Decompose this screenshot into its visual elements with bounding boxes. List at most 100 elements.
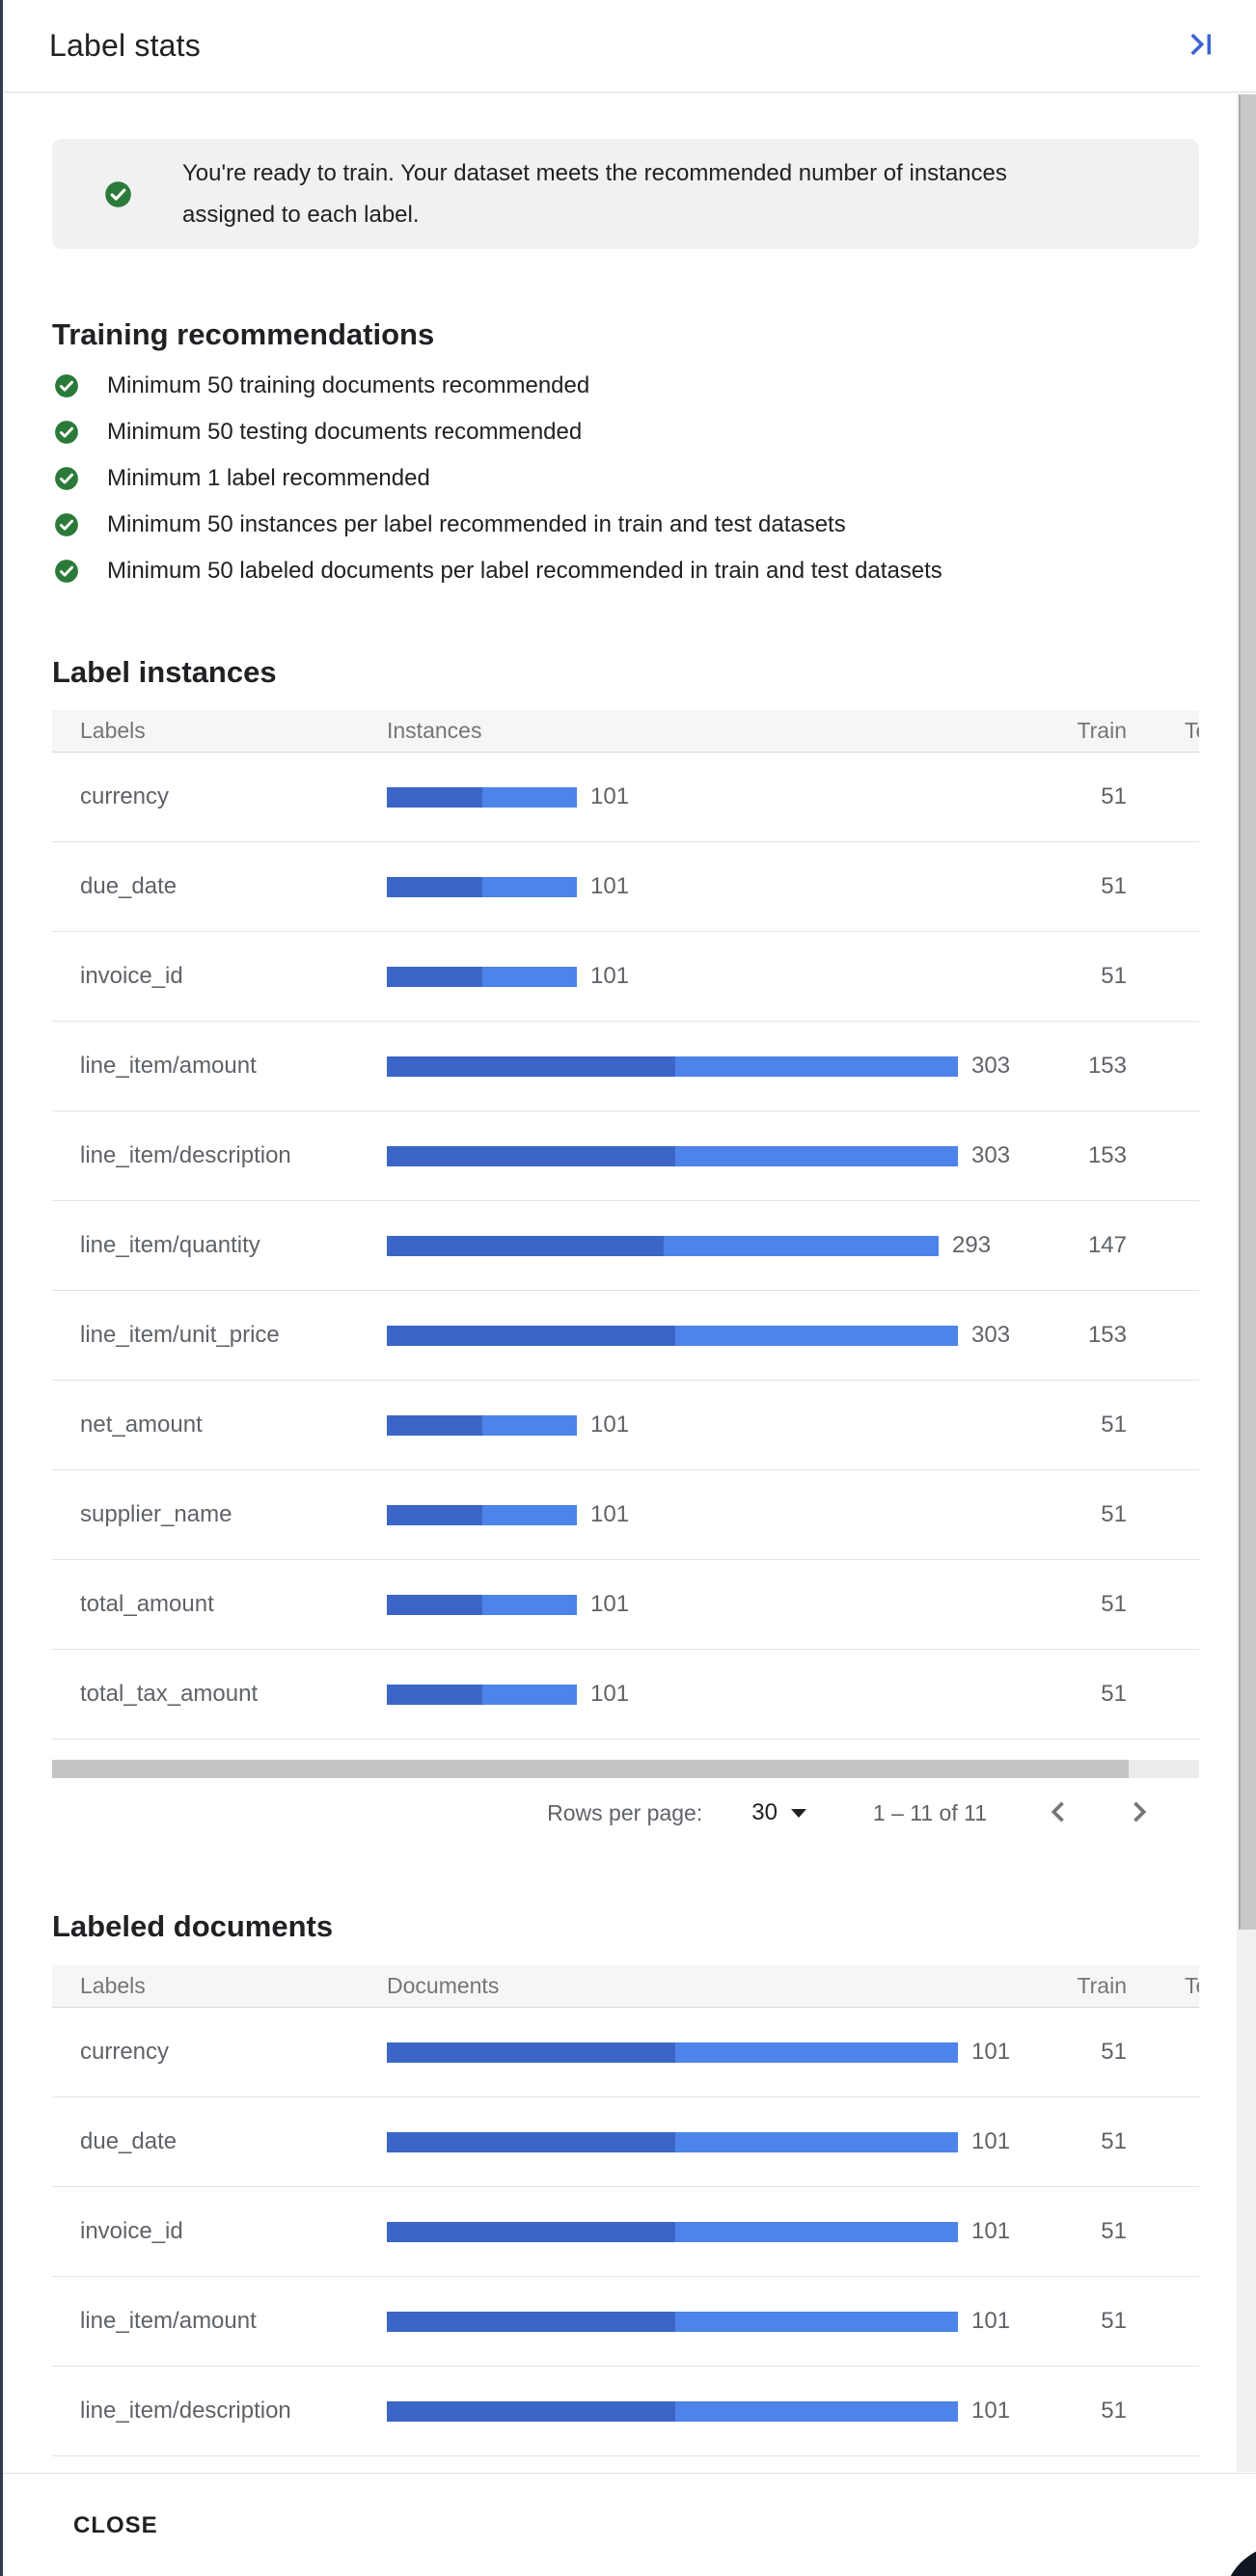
- row-label: total_tax_amount: [80, 1681, 259, 1707]
- train-column-header: Train: [1077, 718, 1127, 743]
- stacked-bar: [387, 966, 577, 987]
- test-bar-segment: [482, 1684, 577, 1705]
- train-value: 51: [1101, 873, 1127, 899]
- train-value: 51: [1101, 1411, 1127, 1438]
- table-row: line_item/description 303 153: [52, 1111, 1199, 1201]
- table-row: invoice_id 101 51: [52, 2187, 1199, 2277]
- page-title: Label stats: [49, 28, 201, 63]
- total-value: 303: [971, 1142, 1011, 1168]
- train-value: 51: [1101, 2039, 1127, 2065]
- train-bar-segment: [387, 876, 482, 897]
- recommendation-item: Minimum 1 label recommended: [52, 455, 1199, 502]
- test-bar-segment: [675, 1325, 958, 1346]
- metric-column-header: Instances: [387, 718, 482, 743]
- train-value: 51: [1101, 1501, 1127, 1527]
- recommendation-text: Minimum 50 instances per label recommend…: [107, 511, 846, 537]
- check-circle-icon: [54, 466, 79, 491]
- train-value: 51: [1101, 2398, 1127, 2424]
- train-bar-segment: [387, 966, 482, 987]
- table-row: total_amount 101 51: [52, 1560, 1199, 1650]
- table-header-row: Labels Documents Train Test: [52, 1965, 1199, 2008]
- row-label: line_item/amount: [80, 2308, 257, 2334]
- row-label: line_item/quantity: [80, 1232, 260, 1258]
- train-bar-segment: [387, 1145, 675, 1166]
- pagination-bar: Rows per page: 30 1 – 11 of 11: [52, 1778, 1199, 1848]
- next-page-button[interactable]: [1122, 1795, 1155, 1831]
- train-bar-segment: [387, 2311, 675, 2332]
- total-value: 101: [971, 2218, 1011, 2244]
- row-label: currency: [80, 2039, 170, 2065]
- total-value: 101: [590, 963, 630, 989]
- table-row: line_item/description 101 51: [52, 2367, 1199, 2456]
- row-label: line_item/description: [80, 2398, 291, 2424]
- horizontal-scrollbar-track[interactable]: [52, 1760, 1199, 1778]
- test-bar-segment: [675, 2221, 958, 2242]
- recommendation-text: Minimum 50 testing documents recommended: [107, 419, 583, 445]
- recommendation-item: Minimum 50 training documents recommende…: [52, 363, 1199, 409]
- page-range-text: 1 – 11 of 11: [872, 1799, 987, 1825]
- table-row: due_date 101 51: [52, 2097, 1199, 2187]
- stacked-bar: [387, 1684, 577, 1705]
- train-value: 153: [1087, 1053, 1127, 1079]
- ready-to-train-banner: You're ready to train. Your dataset meet…: [52, 139, 1199, 249]
- chevron-right-icon: [1122, 1795, 1155, 1831]
- total-value: 101: [590, 1411, 630, 1438]
- train-bar-segment: [387, 1414, 482, 1436]
- stacked-bar: [387, 2311, 958, 2332]
- train-bar-segment: [387, 2400, 675, 2422]
- label-instances-heading: Label instances: [52, 655, 277, 689]
- stacked-bar: [387, 1325, 958, 1346]
- total-value: 303: [971, 1322, 1011, 1348]
- train-value: 51: [1101, 783, 1127, 809]
- labeled-documents-table: LabelsDocumentsTrainTestcurrency10151due…: [52, 1965, 1199, 2456]
- total-value: 303: [971, 1053, 1011, 1079]
- rows-per-page-label: Rows per page:: [547, 1799, 703, 1825]
- table-header-row: Labels Instances Train Test: [52, 710, 1199, 753]
- horizontal-scrollbar-thumb[interactable]: [52, 1760, 1129, 1778]
- vertical-scrollbar-thumb[interactable]: [1239, 95, 1256, 1930]
- close-button[interactable]: CLOSE: [58, 2501, 174, 2551]
- stacked-bar: [387, 1235, 939, 1256]
- row-label: invoice_id: [80, 2218, 183, 2244]
- check-circle-icon: [54, 512, 79, 537]
- stacked-bar: [387, 1414, 577, 1436]
- train-value: 153: [1087, 1322, 1127, 1348]
- panel-footer: CLOSE: [3, 2473, 1256, 2576]
- test-bar-segment: [482, 786, 577, 808]
- table-row: currency 101 51: [52, 2008, 1199, 2097]
- stacked-bar: [387, 2131, 958, 2152]
- train-value: 51: [1101, 1591, 1127, 1617]
- stacked-bar: [387, 1594, 577, 1615]
- check-circle-icon: [104, 180, 132, 208]
- test-bar-segment: [675, 1145, 958, 1166]
- total-value: 293: [952, 1232, 992, 1258]
- train-bar-segment: [387, 1235, 664, 1256]
- test-bar-segment: [482, 966, 577, 987]
- total-value: 101: [590, 1681, 630, 1707]
- test-column-header: Test: [1185, 718, 1199, 743]
- train-bar-segment: [387, 2042, 675, 2063]
- train-value: 51: [1101, 2308, 1127, 2334]
- stacked-bar: [387, 2042, 958, 2063]
- train-value: 153: [1087, 1142, 1127, 1168]
- check-circle-icon: [54, 559, 79, 584]
- table-row: currency 101 51: [52, 753, 1199, 842]
- train-bar-segment: [387, 1055, 675, 1077]
- background-fab-fragment: [1223, 2545, 1256, 2576]
- collapse-panel-button[interactable]: [1181, 24, 1221, 68]
- row-label: invoice_id: [80, 963, 183, 989]
- rows-per-page-select[interactable]: 30: [751, 1799, 806, 1826]
- row-label: total_amount: [80, 1591, 214, 1617]
- labeled-documents-heading: Labeled documents: [52, 1909, 334, 1943]
- stacked-bar: [387, 1145, 958, 1166]
- stacked-bar: [387, 2221, 958, 2242]
- banner-message: You're ready to train. Your dataset meet…: [182, 160, 1007, 228]
- test-bar-segment: [482, 876, 577, 897]
- test-bar-segment: [664, 1235, 939, 1256]
- previous-page-button[interactable]: [1043, 1795, 1076, 1831]
- vertical-scrollbar-track[interactable]: [1237, 94, 1256, 2472]
- table-row: total_tax_amount 101 51: [52, 1650, 1199, 1740]
- recommendation-text: Minimum 1 label recommended: [107, 465, 430, 491]
- stacked-bar: [387, 1055, 958, 1077]
